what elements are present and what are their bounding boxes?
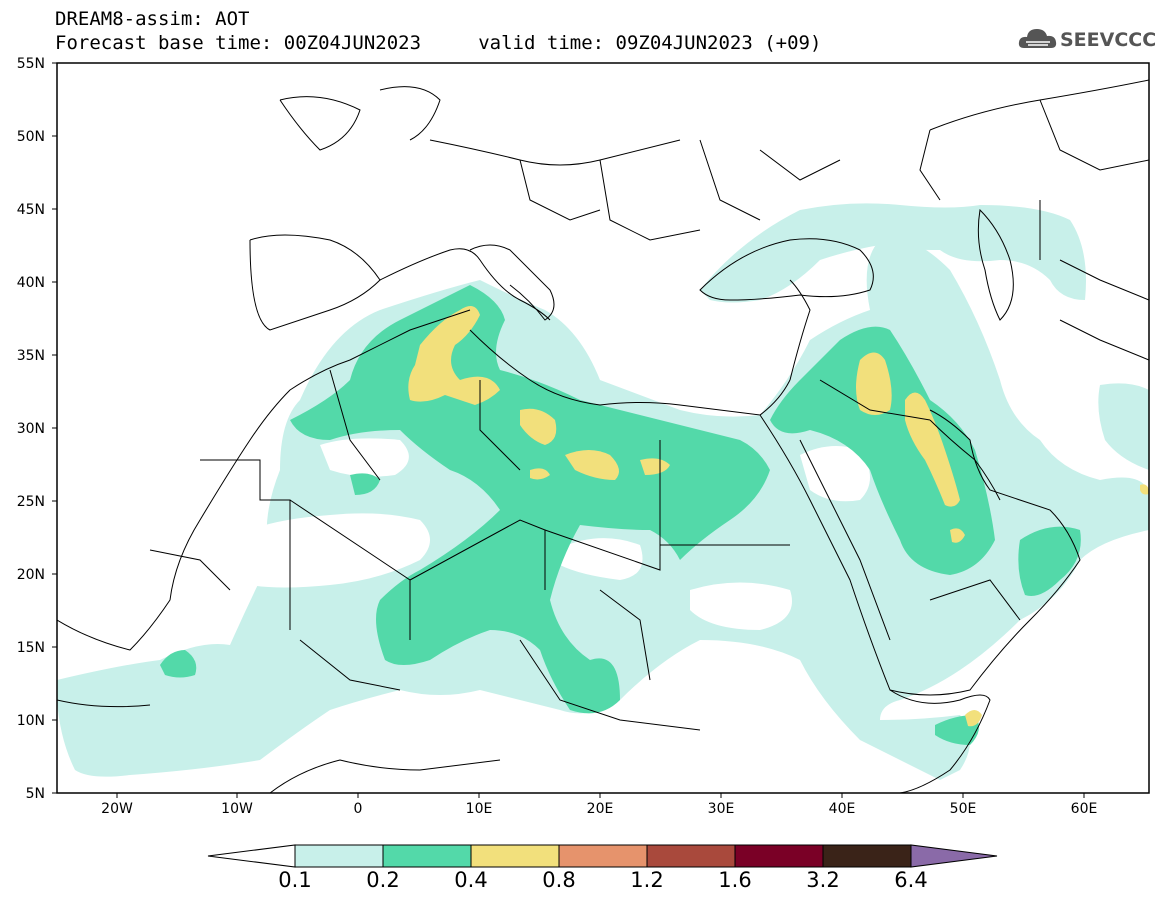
colorbar-label: 1.6 <box>718 868 752 892</box>
seevccc-logo: SEEVCCC <box>1018 24 1157 56</box>
lat-label: 35N <box>17 348 45 364</box>
lon-label: 0 <box>354 801 363 817</box>
lat-label: 10N <box>17 713 45 729</box>
lat-label: 20N <box>17 567 45 583</box>
lon-label: 60E <box>1071 801 1098 817</box>
colorbar-label: 0.2 <box>366 868 400 892</box>
colorbar-label: 0.8 <box>542 868 576 892</box>
lon-label: 30E <box>708 801 735 817</box>
lat-label: 50N <box>17 129 45 145</box>
lon-label: 40E <box>829 801 856 817</box>
cloud-icon <box>1018 29 1057 48</box>
lat-label: 25N <box>17 494 45 510</box>
lon-label: 10W <box>221 801 253 817</box>
colorbar-high-arrow <box>910 844 998 868</box>
colorbar-segment <box>822 844 912 868</box>
colorbar-segment <box>470 844 560 868</box>
colorbar-segment <box>382 844 472 868</box>
lat-label: 30N <box>17 421 45 437</box>
lat-label: 40N <box>17 275 45 291</box>
forecast-time-subtitle: Forecast base time: 00Z04JUN2023 valid t… <box>55 32 822 54</box>
lon-label: 50E <box>950 801 977 817</box>
lon-label: 20E <box>587 801 614 817</box>
lat-label: 15N <box>17 640 45 656</box>
lat-label: 5N <box>26 786 45 802</box>
aot-colorbar <box>207 844 998 868</box>
colorbar-label: 0.1 <box>278 868 312 892</box>
lon-label: 20W <box>101 801 133 817</box>
lon-label: 10E <box>466 801 493 817</box>
longitude-axis: 20W 10W 0 10E 20E 30E 40E 50E 60E <box>101 793 1097 817</box>
colorbar-label: 3.2 <box>806 868 840 892</box>
colorbar-label: 1.2 <box>630 868 664 892</box>
colorbar-segment <box>294 844 384 868</box>
colorbar-label: 6.4 <box>894 868 928 892</box>
colorbar-label: 0.4 <box>454 868 488 892</box>
colorbar-segment <box>734 844 824 868</box>
lat-label: 45N <box>17 202 45 218</box>
map-title: DREAM8-assim: AOT <box>55 8 250 30</box>
colorbar-segment <box>558 844 648 868</box>
clear-sky-region <box>230 438 870 630</box>
colorbar-segment <box>646 844 736 868</box>
colorbar-low-arrow <box>207 844 296 868</box>
aot-level-0.4-region <box>408 306 1149 727</box>
coastlines-and-borders <box>57 79 1149 793</box>
latitude-axis: 55N 50N 45N 40N 35N 30N 25N 20N 15N 10N … <box>17 56 57 802</box>
lat-label: 55N <box>17 56 45 72</box>
logo-text: SEEVCCC <box>1060 29 1157 51</box>
